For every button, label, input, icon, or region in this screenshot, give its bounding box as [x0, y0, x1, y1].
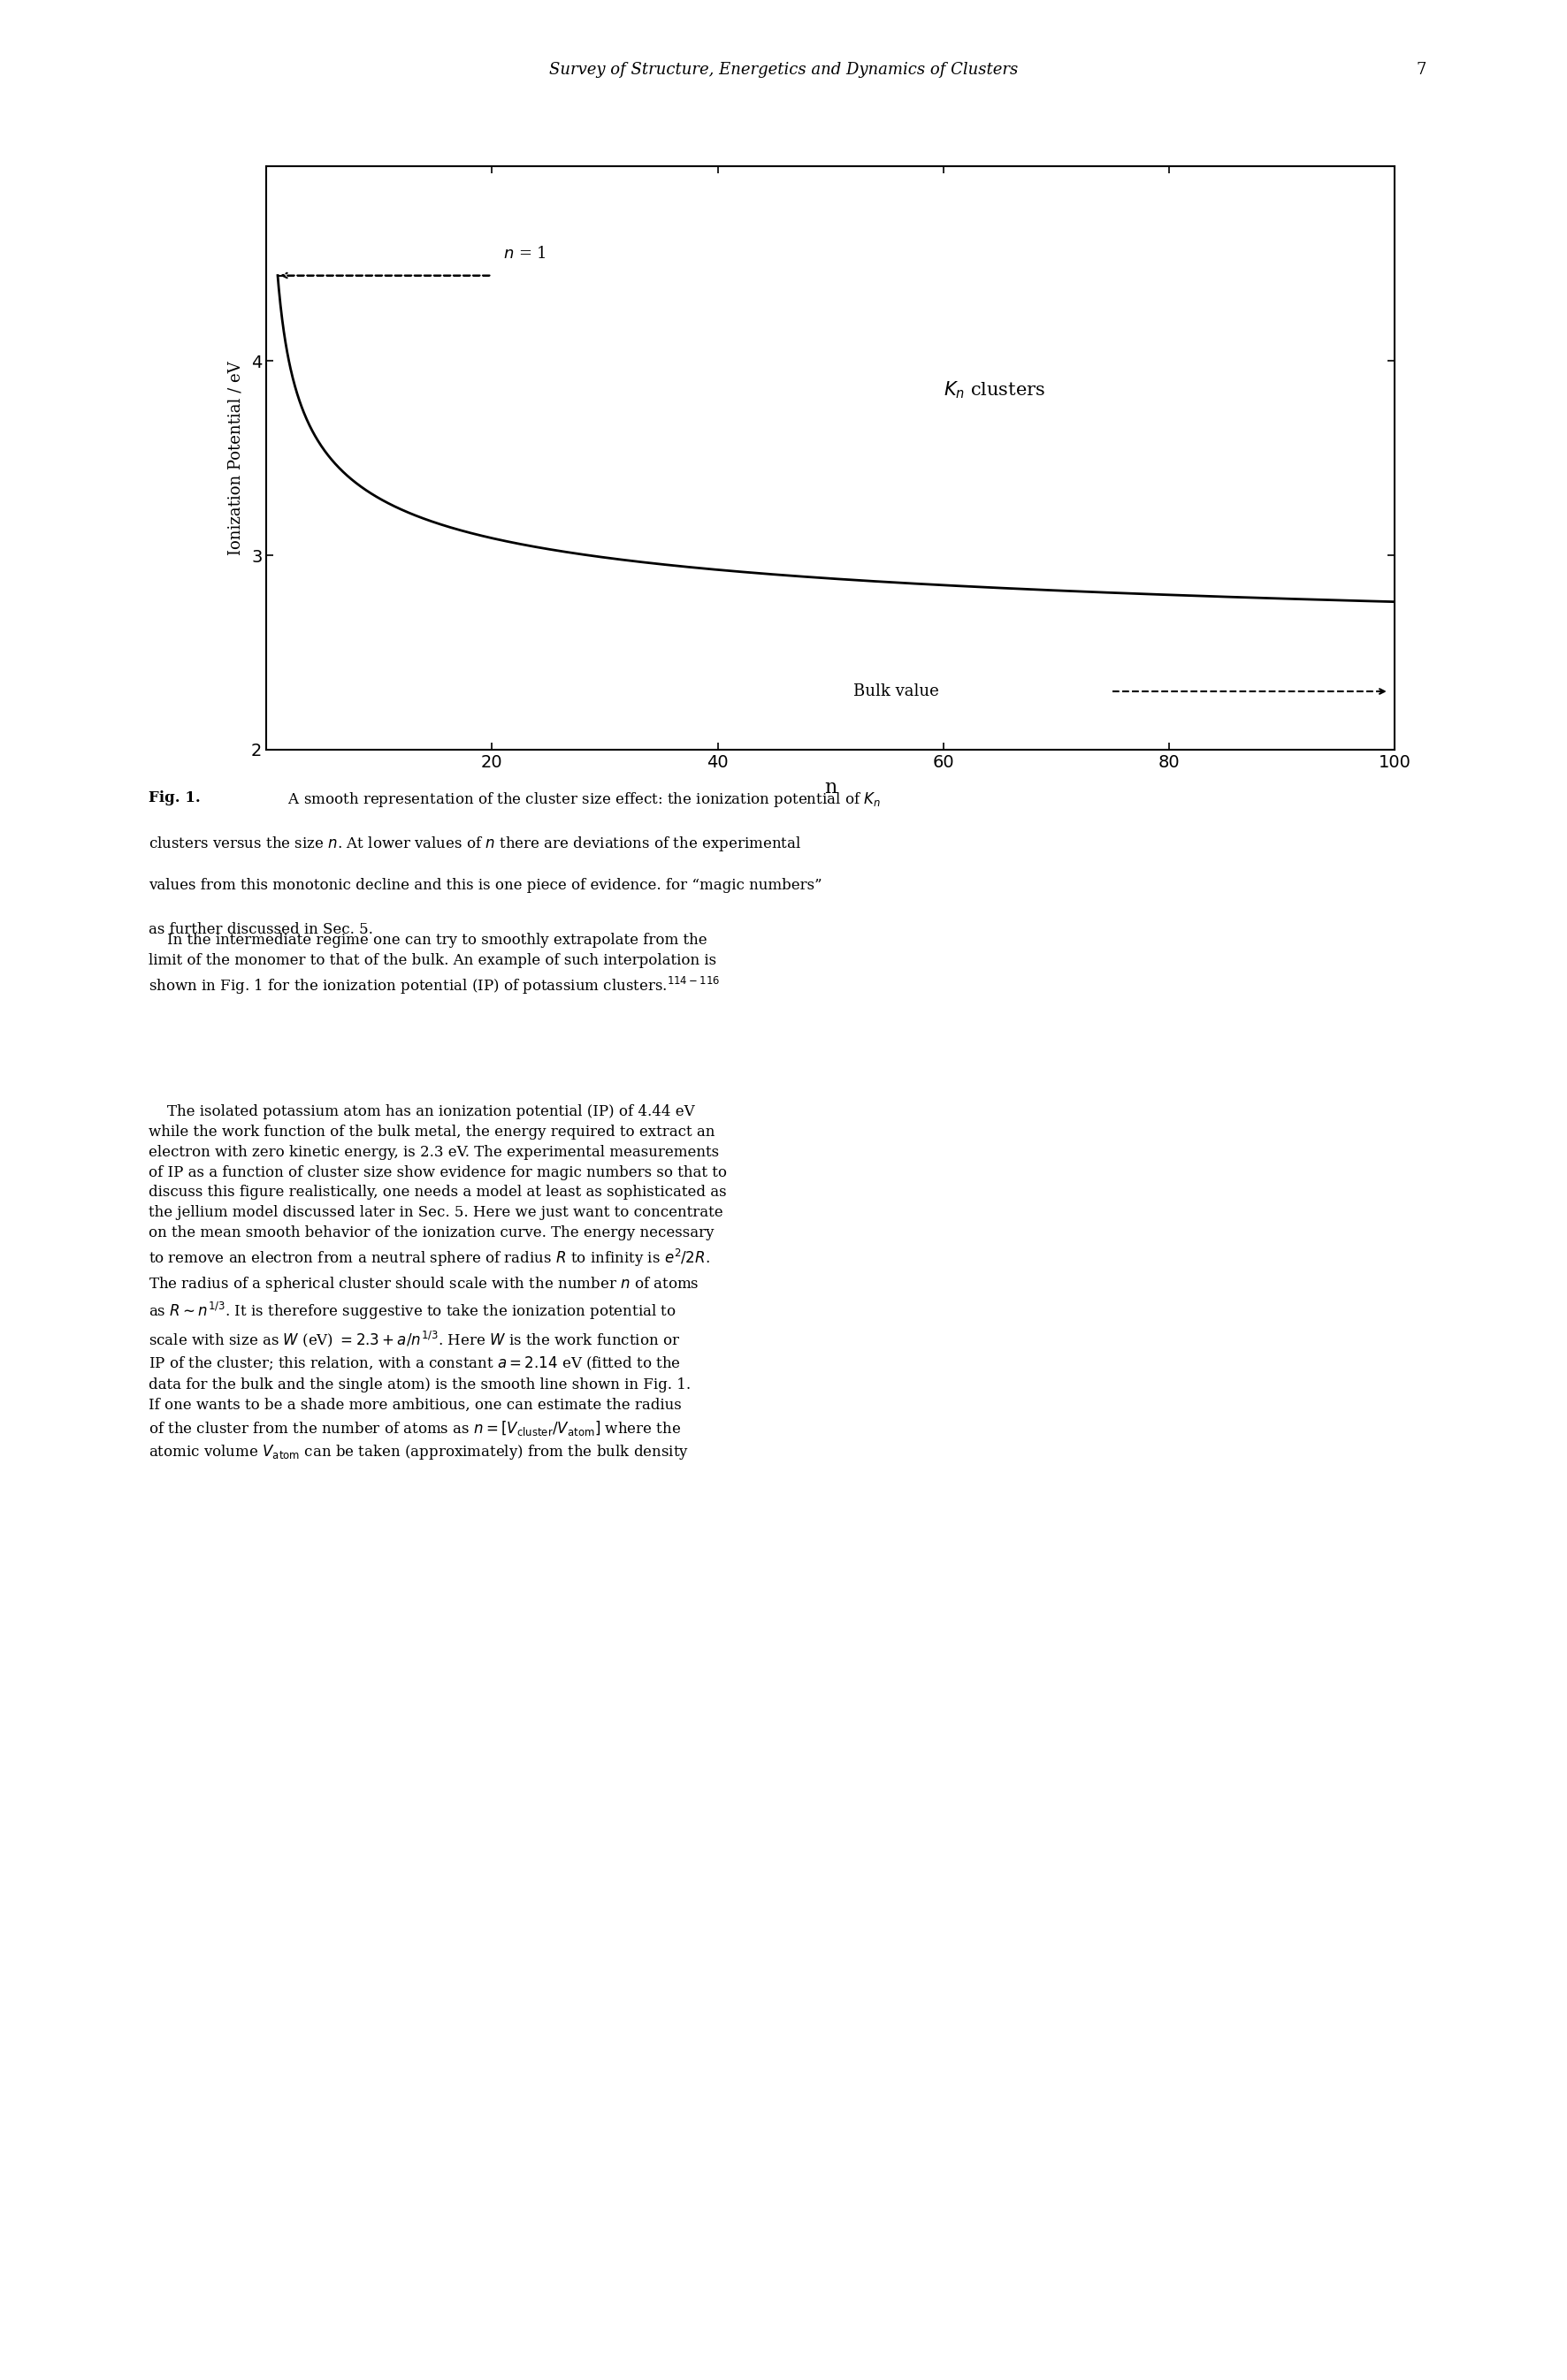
Text: clusters versus the size $n$. At lower values of $n$ there are deviations of the: clusters versus the size $n$. At lower v…: [149, 833, 802, 852]
X-axis label: n: n: [824, 778, 837, 797]
Text: Fig. 1.: Fig. 1.: [149, 790, 201, 804]
Text: values from this monotonic decline and this is one piece of evidence. for “magic: values from this monotonic decline and t…: [149, 878, 823, 892]
Text: $K_n$ clusters: $K_n$ clusters: [943, 381, 1045, 400]
Text: The isolated potassium atom has an ionization potential (IP) of 4.44 eV
while th: The isolated potassium atom has an ioniz…: [149, 1104, 727, 1461]
Y-axis label: Ionization Potential / eV: Ionization Potential / eV: [227, 362, 244, 555]
Text: 7: 7: [1417, 62, 1426, 79]
Text: In the intermediate regime one can try to smoothly extrapolate from the
limit of: In the intermediate regime one can try t…: [149, 933, 721, 997]
Text: Bulk value: Bulk value: [852, 683, 939, 700]
Text: $n$ = 1: $n$ = 1: [503, 245, 547, 262]
Text: A smooth representation of the cluster size effect: the ionization potential of : A smooth representation of the cluster s…: [274, 790, 881, 809]
Text: as further discussed in Sec. 5.: as further discussed in Sec. 5.: [149, 921, 373, 938]
Text: Survey of Structure, Energetics and Dynamics of Clusters: Survey of Structure, Energetics and Dyna…: [548, 62, 1019, 79]
